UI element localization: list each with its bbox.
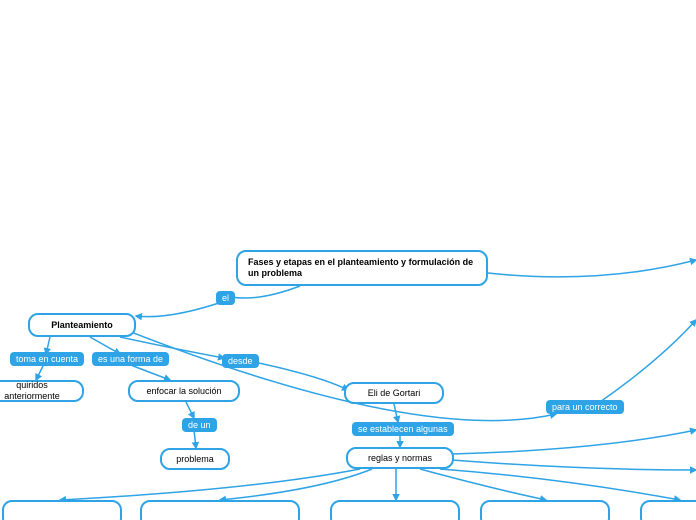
tag-desde: desde xyxy=(222,354,259,368)
node-quiridos[interactable]: quiridos anteriormente xyxy=(0,380,84,402)
tag-seestab: se establecen algunas xyxy=(352,422,454,436)
node-problema[interactable]: problema xyxy=(160,448,230,470)
node-enfocar[interactable]: enfocar la solución xyxy=(128,380,240,402)
node-root-label: Fases y etapas en el planteamiento y for… xyxy=(248,257,476,279)
tag-deun: de un xyxy=(182,418,217,432)
tag-paracorr: para un correcto xyxy=(546,400,624,414)
node-reglas[interactable]: reglas y normas xyxy=(346,447,454,469)
edge-18 xyxy=(420,469,546,500)
tag-esuna: es una forma de xyxy=(92,352,169,366)
tag-tomaen-label: toma en cuenta xyxy=(16,354,78,364)
tag-el-label: el xyxy=(222,293,229,303)
edge-13 xyxy=(126,330,556,421)
edge-14 xyxy=(600,320,696,402)
node-root[interactable]: Fases y etapas en el planteamiento y for… xyxy=(236,250,488,286)
edge-1 xyxy=(136,300,228,317)
edge-2 xyxy=(488,260,696,277)
tag-paracorr-label: para un correcto xyxy=(552,402,618,412)
node-reglas-label: reglas y normas xyxy=(368,453,432,464)
edge-7 xyxy=(186,402,194,418)
node-quiridos-label: quiridos anteriormente xyxy=(0,380,72,402)
node-problema-label: problema xyxy=(176,454,214,465)
node-planteamiento-label: Planteamiento xyxy=(51,320,113,331)
edge-10 xyxy=(254,362,348,390)
tag-deun-label: de un xyxy=(188,420,211,430)
tag-tomaen: toma en cuenta xyxy=(10,352,84,366)
edge-16 xyxy=(220,469,372,500)
edge-21 xyxy=(452,430,696,454)
tag-esuna-label: es una forma de xyxy=(98,354,163,364)
tag-el: el xyxy=(216,291,235,305)
node-b3[interactable] xyxy=(330,500,460,520)
node-planteamiento[interactable]: Planteamiento xyxy=(28,313,136,337)
edge-19 xyxy=(440,469,680,500)
node-gortari[interactable]: Eli de Gortari xyxy=(344,382,444,404)
tag-desde-label: desde xyxy=(228,356,253,366)
node-enfocar-label: enfocar la solución xyxy=(146,386,221,397)
edge-6 xyxy=(128,364,170,380)
tag-seestab-label: se establecen algunas xyxy=(358,424,448,434)
node-gortari-label: Eli de Gortari xyxy=(368,388,421,399)
edge-20 xyxy=(452,460,696,470)
node-b5[interactable] xyxy=(640,500,696,520)
edge-4 xyxy=(36,364,44,380)
node-b2[interactable] xyxy=(140,500,300,520)
edge-15 xyxy=(60,469,360,500)
edge-11 xyxy=(394,404,398,422)
node-b1[interactable] xyxy=(2,500,122,520)
node-b4[interactable] xyxy=(480,500,610,520)
edge-8 xyxy=(194,430,196,448)
